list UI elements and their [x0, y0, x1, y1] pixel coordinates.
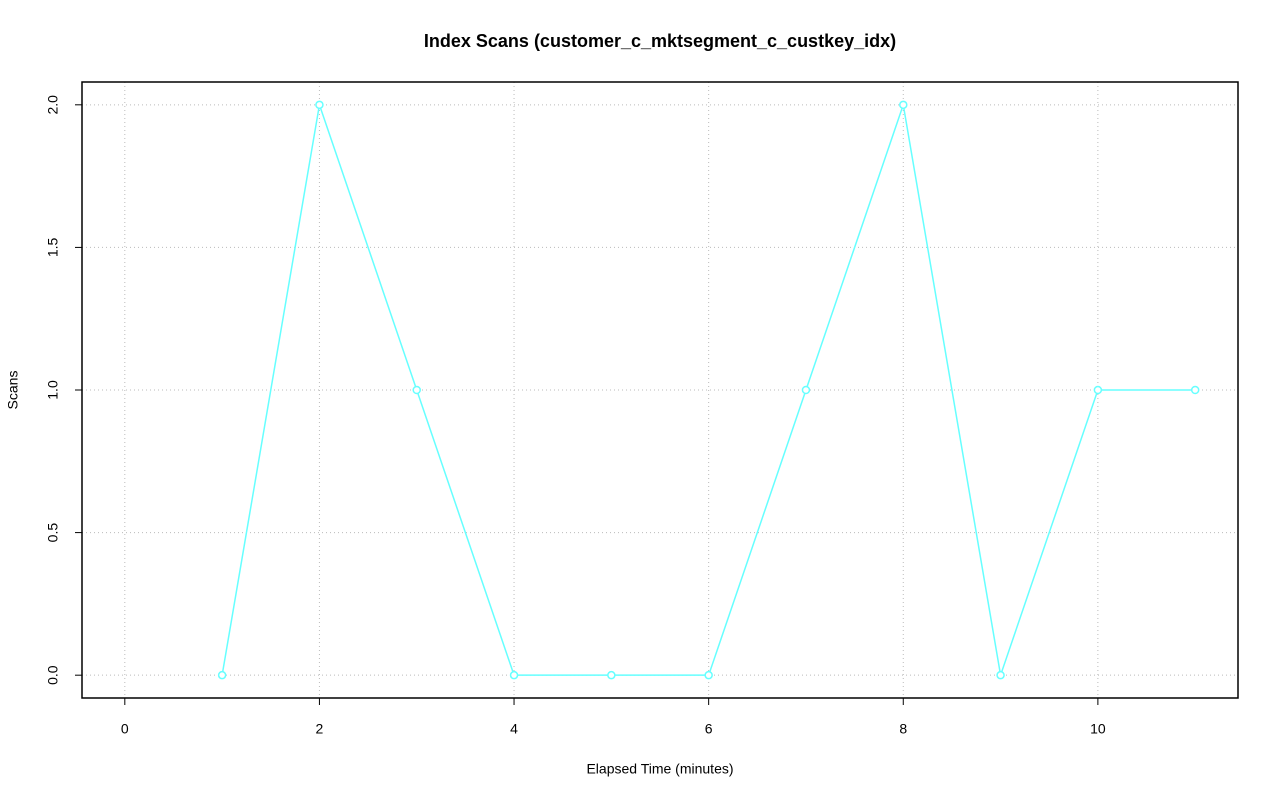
y-tick-label: 1.5 [45, 237, 61, 257]
x-tick-label: 0 [121, 721, 129, 737]
x-tick-label: 6 [705, 721, 713, 737]
data-point [217, 670, 227, 680]
data-point [899, 100, 908, 110]
y-tick-label: 0.5 [45, 523, 61, 543]
data-point [412, 385, 421, 395]
x-axis-label: Elapsed Time (minutes) [586, 761, 733, 777]
data-point [607, 670, 616, 680]
x-tick-label: 10 [1090, 721, 1106, 737]
y-tick-label: 0.0 [45, 665, 61, 685]
chart-title: Index Scans (customer_c_mktsegment_c_cus… [424, 31, 896, 51]
x-tick-label: 2 [316, 721, 324, 737]
data-point [996, 670, 1005, 680]
data-point [801, 385, 811, 395]
data-point [704, 670, 713, 680]
data-point [1093, 385, 1103, 395]
y-tick-label: 1.0 [45, 380, 61, 400]
plot-frame [81, 81, 1239, 699]
x-tick-label: 4 [510, 721, 518, 737]
data-point [1190, 385, 1200, 395]
data-point [315, 100, 324, 110]
y-tick-label: 2.0 [45, 95, 61, 115]
x-tick-label: 8 [899, 721, 907, 737]
data-point [509, 670, 519, 680]
y-axis-label: Scans [5, 371, 21, 410]
